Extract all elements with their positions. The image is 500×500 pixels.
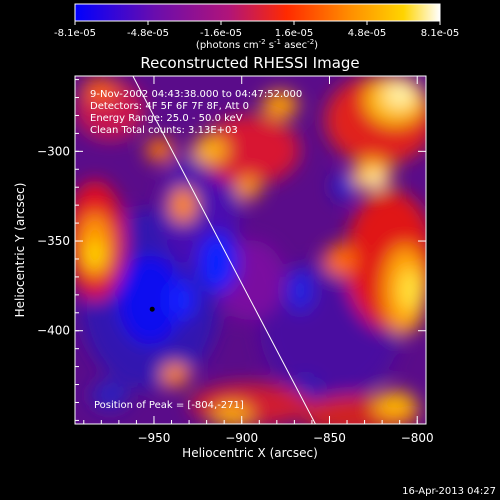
colorbar-tick-label: -4.8e-05 [127, 28, 169, 39]
colorbar-tick-label: -1.6e-05 [200, 28, 242, 39]
plot-frame [74, 75, 427, 425]
annotation-block: 9-Nov-2002 04:43:38.000 to 04:47:52.000D… [90, 89, 302, 136]
x-axis-ticks: −950 −900 −850 −800 [83, 76, 434, 445]
colorbar-ticks: -8.1e-05 -4.8e-05 -1.6e-05 1.6e-05 4.8e-05 8.… [54, 21, 459, 39]
peak-position-label: Position of Peak = [-804,-271] [94, 400, 244, 411]
peak-marker [149, 306, 155, 312]
x-tick-label: −850 [313, 431, 346, 445]
y-tick-label: −400 [37, 324, 70, 338]
x-tick-label: −950 [137, 431, 170, 445]
annotation-line: 9-Nov-2002 04:43:38.000 to 04:47:52.000 [90, 89, 302, 100]
x-axis-label: Heliocentric X (arcsec) [182, 446, 318, 460]
colorbar-unit-label: (photons cm-2 s-1 asec-2) [196, 38, 318, 51]
x-tick-label: −800 [401, 431, 434, 445]
y-tick-label: −350 [37, 234, 70, 248]
colorbar-tick-label: -8.1e-05 [54, 28, 96, 39]
y-axis-label: Heliocentric Y (arcsec) [13, 183, 27, 318]
annotation-line: Energy Range: 25.0 - 50.0 keV [90, 113, 243, 124]
colorbar-tick-label: 1.6e-05 [275, 28, 313, 39]
colorbar-tick-label: 8.1e-05 [421, 28, 459, 39]
y-tick-label: −300 [37, 144, 70, 158]
x-tick-label: −900 [225, 431, 258, 445]
colorbar-tick-label: 4.8e-05 [348, 28, 386, 39]
annotation-line: Detectors: 4F 5F 6F 7F 8F, Att 0 [90, 101, 249, 112]
annotation-line: Clean Total counts: 3.13E+03 [90, 125, 238, 136]
y-axis-ticks: −400 −350 −300 [37, 79, 426, 421]
solar-limb-line [132, 76, 316, 424]
heatmap-image [75, 76, 426, 424]
footer-date: 16-Apr-2013 04:27 [402, 486, 496, 497]
colorbar [75, 4, 440, 21]
chart-title: Reconstructed RHESSI Image [140, 54, 359, 72]
